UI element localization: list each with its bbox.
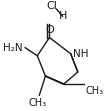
Text: Cl: Cl [46,1,57,11]
Text: NH: NH [73,49,88,59]
Text: O: O [45,25,54,35]
Text: CH₃: CH₃ [28,98,46,108]
Text: CH₃: CH₃ [86,86,104,96]
Text: H: H [58,11,67,21]
Text: H₂N: H₂N [3,43,23,53]
